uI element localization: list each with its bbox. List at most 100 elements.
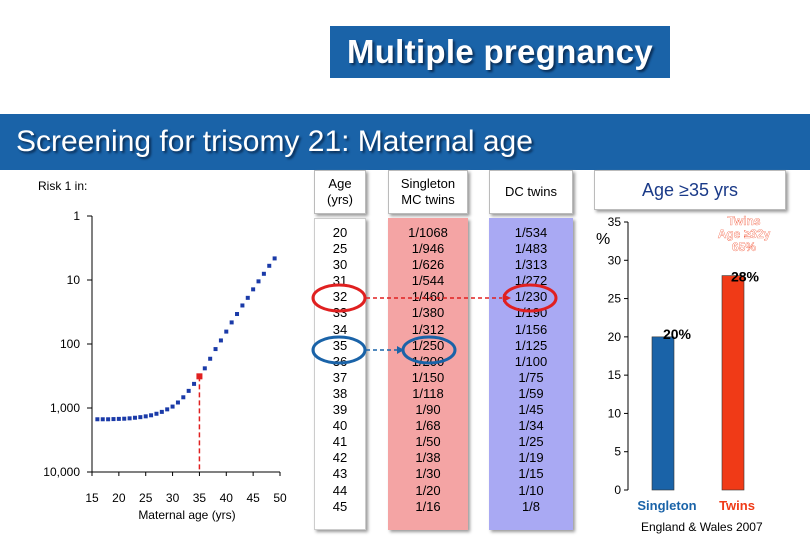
age-cell: 37 xyxy=(332,369,348,385)
age-cell: 30 xyxy=(332,257,348,273)
singleton-risk-cell: 1/50 xyxy=(415,434,441,450)
age-cell: 25 xyxy=(332,241,348,257)
age-cell: 44 xyxy=(332,482,348,498)
age35-bar-chart: 0 5 10 15 20 25 30 35% Singleton Twins 20% 28% Twin… xyxy=(596,214,771,513)
age-column-box xyxy=(314,218,366,530)
data-point xyxy=(154,411,159,416)
age-column-header: Age (yrs) xyxy=(314,170,366,214)
singleton-header-text: Singleton MC twins xyxy=(400,176,456,207)
chart-ticks: 1 10 100 1,000 10,000 15 20 25 30 35 40 45 50 xyxy=(43,209,287,505)
bar-y-tick-label: 15 xyxy=(608,368,622,382)
dc-twins-risk-cell: 1/59 xyxy=(518,385,544,401)
bar-y-label: % xyxy=(596,231,610,248)
y-tick-label: 1 xyxy=(73,209,80,223)
dc-230-circle xyxy=(502,283,558,313)
y-tick-label: 1,000 xyxy=(50,401,80,415)
singleton-risk-cell: 1/68 xyxy=(415,418,441,434)
age-cell: 36 xyxy=(332,353,348,369)
singleton-250-circle xyxy=(401,335,457,365)
data-point xyxy=(213,347,218,352)
singleton-risk-cell: 1/200 xyxy=(411,353,445,369)
age-cell: 43 xyxy=(332,466,348,482)
slide-subtitle: Screening for trisomy 21: Maternal age xyxy=(0,114,810,170)
dc-twins-risk-cell: 1/8 xyxy=(521,498,541,514)
bar-category-label: Twins xyxy=(719,498,755,513)
data-point xyxy=(218,338,223,343)
dc-twins-column-header: DC twins xyxy=(489,170,573,214)
bar-bars xyxy=(651,275,745,491)
data-point xyxy=(224,329,229,334)
data-point xyxy=(181,395,186,400)
bar-singleton xyxy=(651,336,675,491)
data-point xyxy=(175,400,180,405)
data-point xyxy=(100,417,105,422)
dc-twins-column-box xyxy=(489,218,573,530)
x-tick-label: 50 xyxy=(273,491,287,505)
y-tick-label: 100 xyxy=(60,337,80,351)
dc-twins-risk-cell: 1/19 xyxy=(518,450,544,466)
data-point xyxy=(116,416,121,421)
singleton-risk-cell: 1/30 xyxy=(415,466,441,482)
dc-twins-risk-cell: 1/534 xyxy=(514,225,548,240)
singleton-risk-cell: 1/380 xyxy=(411,305,445,321)
singleton-risk-cell: 1/1068 xyxy=(408,225,448,240)
dc-twins-risk-cell: 1/483 xyxy=(514,241,548,257)
dc-twins-risk-cell: 1/34 xyxy=(518,418,544,434)
data-point xyxy=(261,271,266,276)
data-point xyxy=(186,388,191,393)
twins-annotation: Twins xyxy=(727,214,760,228)
dc-twins-risk-cell: 1/25 xyxy=(518,434,544,450)
slide-title: Multiple pregnancy xyxy=(330,26,670,78)
singleton-column-header: Singleton MC twins xyxy=(388,170,468,214)
data-point xyxy=(165,407,170,412)
singleton-risk-cell: 1/544 xyxy=(411,273,445,289)
data-point xyxy=(127,416,132,421)
data-point xyxy=(240,303,245,308)
bar-twins xyxy=(721,275,745,491)
singleton-risk-cell: 1/250 xyxy=(411,337,445,353)
x-tick-label: 25 xyxy=(139,491,153,505)
data-point xyxy=(235,312,240,317)
data-point xyxy=(229,320,234,325)
bar-header-text: Age ≥35 yrs xyxy=(642,179,738,200)
data-point xyxy=(208,356,213,361)
risk-by-age-chart: Risk 1 in: 1 10 100 1,000 10,000 15 20 25 30 35 40… xyxy=(38,179,287,522)
data-point xyxy=(272,256,277,261)
age-cell: 34 xyxy=(332,321,348,337)
twins-annotation: 65% xyxy=(732,240,756,254)
singleton-column-box xyxy=(388,218,468,530)
data-point xyxy=(170,404,175,409)
data-point xyxy=(202,366,207,371)
dc-twins-risk-cell: 1/45 xyxy=(518,402,544,418)
x-tick-label: 45 xyxy=(246,491,260,505)
data-point xyxy=(95,417,100,422)
singleton-column: 1/1068 1/946 1/626 1/544 1/460 1/380 1/312 1/25… xyxy=(388,226,468,538)
age-cell: 40 xyxy=(332,418,348,434)
singleton-risk-cell: 1/118 xyxy=(412,385,444,401)
age-cell: 41 xyxy=(332,434,348,450)
data-point xyxy=(132,415,137,420)
bar-value-label: 28% xyxy=(731,269,760,285)
singleton-risk-cell: 1/150 xyxy=(411,369,445,385)
y-tick-label: 10,000 xyxy=(43,465,80,479)
age-cell: 20 xyxy=(332,225,348,240)
data-point xyxy=(267,263,272,268)
dc-twins-risk-cell: 1/75 xyxy=(518,369,544,385)
highlight-point xyxy=(196,373,203,380)
bar-category-label: Singleton xyxy=(637,498,696,513)
dc-twins-risk-cell: 1/230 xyxy=(514,289,548,305)
age-cell: 38 xyxy=(332,385,348,401)
data-point xyxy=(111,417,116,422)
bar-y-tick-label: 5 xyxy=(614,445,621,459)
data-point xyxy=(245,295,250,300)
dc-twins-risk-cell: 1/125 xyxy=(514,337,548,353)
bar-y-tick-label: 30 xyxy=(608,253,622,267)
x-tick-label: 35 xyxy=(193,491,207,505)
dc-twins-risk-cell: 1/10 xyxy=(518,482,544,498)
data-point xyxy=(106,417,111,422)
singleton-risk-cell: 1/946 xyxy=(411,241,445,257)
bar-y-tick-label: 0 xyxy=(614,483,621,497)
x-tick-label: 30 xyxy=(166,491,180,505)
x-tick-label: 15 xyxy=(85,491,99,505)
